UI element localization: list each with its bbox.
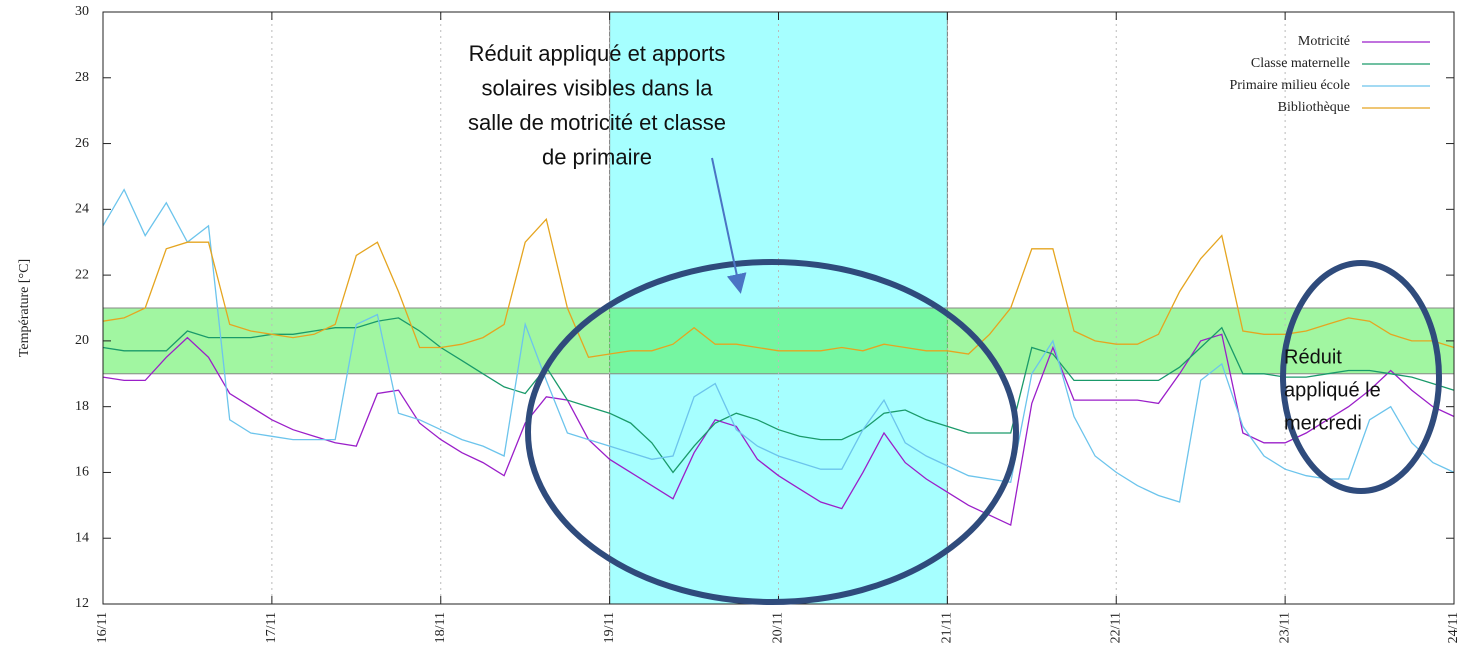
series-line (102, 188, 1455, 503)
series-line (102, 317, 1455, 474)
y-tick-label: 20 (75, 333, 89, 348)
y-tick-label: 28 (75, 70, 89, 85)
y-tick-label: 12 (75, 596, 89, 611)
y-tick-label: 18 (75, 399, 89, 414)
legend-label: Bibliothèque (1278, 100, 1350, 115)
x-tick-label: 23/11 (1277, 612, 1292, 643)
y-tick-label: 14 (75, 530, 89, 545)
annotation: solaires visibles dans la (481, 75, 713, 100)
highlight-ellipse (1280, 260, 1442, 494)
annotation: Réduit appliqué et apports (469, 41, 726, 66)
annotation: Réduit (1284, 346, 1342, 368)
arrow (711, 157, 747, 294)
x-tick-label: 20/11 (771, 612, 786, 643)
series-line (102, 217, 1455, 359)
x-tick-label: 17/11 (264, 612, 279, 643)
annotation: appliqué le (1284, 379, 1381, 401)
x-tick-label: 24/11 (1446, 612, 1461, 643)
y-tick-label: 16 (75, 465, 89, 480)
y-band (102, 307, 1455, 375)
x-tick-label: 22/11 (1108, 612, 1123, 643)
backgrounds (102, 11, 1455, 605)
lines (102, 188, 1455, 527)
legend-label: Primaire milieu école (1229, 78, 1350, 93)
series-line (102, 333, 1455, 527)
highlight-ellipse (525, 259, 1019, 605)
y-tick-label: 24 (75, 202, 89, 217)
x-tick-label: 18/11 (433, 612, 448, 643)
y-tick-label: 22 (75, 267, 89, 282)
annotation: mercredi (1284, 412, 1362, 434)
y-axis-label: Température [°C] (17, 259, 32, 357)
x-tick-label: 19/11 (602, 612, 617, 643)
annotation: salle de motricité et classe (468, 110, 726, 135)
legend-label: Motricité (1298, 34, 1350, 49)
x-tick-label: 16/11 (95, 612, 110, 643)
legend-label: Classe maternelle (1251, 56, 1350, 71)
y-tick-label: 26 (75, 136, 89, 151)
annotation: de primaire (542, 144, 652, 169)
x-tick-label: 21/11 (940, 612, 955, 643)
y-tick-label: 30 (75, 4, 89, 19)
